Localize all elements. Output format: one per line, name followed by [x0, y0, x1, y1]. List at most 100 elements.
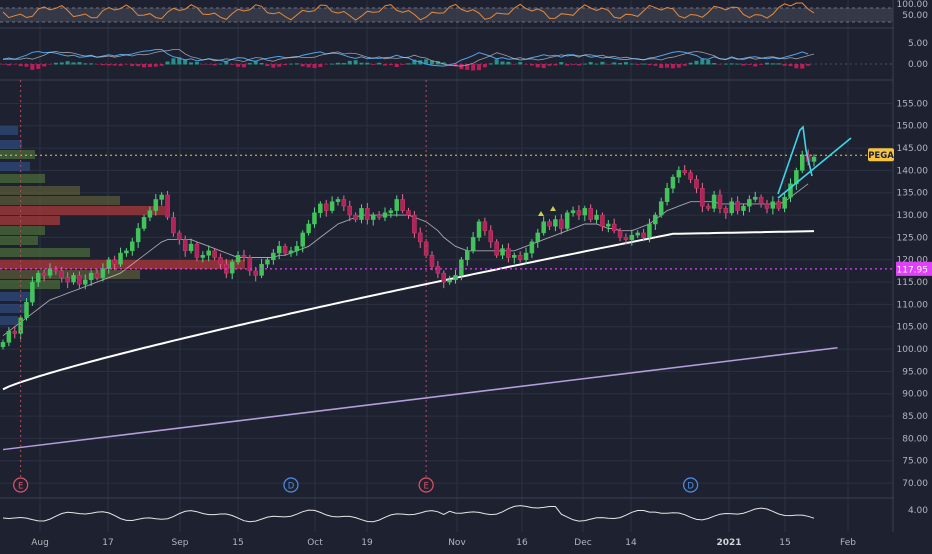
volume-profile — [0, 126, 245, 325]
price-tick-label: 130.00 — [897, 211, 929, 221]
candle-body — [453, 275, 458, 281]
macd-histogram-bar — [371, 64, 376, 65]
candle-body — [476, 221, 482, 238]
candle-body — [394, 199, 399, 211]
macd-histogram-bar — [500, 61, 505, 65]
macd-histogram-bar — [706, 59, 711, 65]
sma200-line — [2, 346, 838, 451]
candle-body — [36, 272, 41, 283]
macd-histogram-bar — [471, 64, 476, 71]
candle-body — [312, 212, 317, 225]
candle-body — [124, 250, 129, 254]
dividend-marker-label: D — [288, 482, 295, 492]
annotations — [0, 80, 893, 478]
volume-profile-row — [0, 162, 30, 171]
candle-body — [188, 243, 194, 252]
candle-body — [799, 154, 805, 171]
macd-histogram-bar — [330, 63, 335, 65]
macd-histogram-bar — [118, 64, 123, 66]
candle-body — [811, 156, 817, 162]
candle-body — [0, 342, 6, 348]
candle-body — [658, 201, 664, 216]
macd-histogram-bar — [59, 62, 64, 65]
oscillator-pane — [0, 2, 893, 23]
volume-profile-row — [0, 196, 120, 205]
macd-histogram-bar — [183, 59, 188, 65]
price-tick-label: 140.00 — [897, 166, 929, 176]
volume-profile-row — [0, 226, 45, 235]
candle-body — [300, 232, 305, 247]
price-tick-label: 70.00 — [902, 479, 928, 489]
candle-body — [494, 241, 499, 256]
candle-body — [688, 172, 693, 180]
candle-body — [382, 212, 388, 218]
candle-body — [576, 210, 582, 216]
candle-body — [729, 201, 734, 214]
macd-histogram-bar — [171, 58, 176, 65]
macd-histogram-bar — [712, 63, 717, 65]
price-tick-label: 115.00 — [897, 278, 929, 288]
macd-histogram-bar — [547, 64, 552, 66]
candle-body — [400, 199, 405, 211]
volume-profile-row — [0, 260, 245, 269]
candle-body — [376, 214, 382, 218]
macd-histogram-bar — [700, 58, 705, 65]
macd-histogram-bar — [406, 63, 411, 65]
macd-histogram-bar — [294, 63, 299, 65]
price-tick-label: 85.00 — [902, 412, 928, 422]
candle-body — [764, 203, 770, 209]
earnings-marker — [13, 477, 29, 493]
time-tick-label: 17 — [102, 538, 113, 548]
macd-histogram-bar — [694, 60, 699, 65]
macd-histogram-bar — [253, 61, 258, 65]
candle-body — [235, 255, 241, 263]
candle-body — [6, 330, 12, 343]
candle-body — [523, 252, 529, 260]
volume-profile-row — [0, 292, 35, 301]
bottom-indicator-pane — [2, 505, 815, 523]
macd-histogram-bar — [153, 64, 158, 67]
macd-histogram-bar — [18, 64, 23, 67]
volume-profile-row — [0, 186, 80, 195]
dividend-marker — [283, 477, 299, 493]
candle-body — [294, 246, 300, 252]
bottom-tick-label: 4.00 — [908, 506, 928, 516]
dividend-marker-label: D — [687, 482, 694, 492]
time-tick-label: Dec — [574, 538, 591, 548]
moving-averages — [2, 183, 838, 451]
candle-body — [71, 275, 76, 283]
candle-body — [441, 272, 447, 283]
macd-histogram-bar — [776, 63, 781, 65]
candle-body — [694, 179, 699, 189]
macd-histogram-bar — [306, 64, 311, 68]
candle-body — [388, 210, 394, 214]
oscillator-tick-label: 100.00 — [897, 0, 929, 10]
candle-body — [47, 268, 53, 276]
candle-body — [459, 259, 464, 276]
macd-histogram-bar — [529, 64, 534, 66]
candle-body — [782, 196, 787, 209]
candle-body — [370, 214, 376, 220]
price-tick-label: 75.00 — [902, 457, 928, 467]
candle-body — [406, 210, 411, 216]
candle-body — [752, 196, 758, 200]
volume-profile-row — [0, 126, 18, 135]
candle-body — [423, 241, 429, 256]
volume-profile-row — [0, 280, 60, 289]
macd-histogram-bar — [65, 61, 70, 65]
symbol-label: PEGA — [868, 151, 894, 161]
candle-body — [265, 259, 270, 265]
price-tick-label: 110.00 — [897, 300, 929, 310]
volume-profile-row — [0, 140, 22, 149]
candle-body — [418, 232, 423, 243]
macd-histogram-bar — [312, 64, 317, 68]
macd-histogram-bar — [130, 64, 135, 67]
bottom-indicator-line — [2, 505, 815, 523]
macd-histogram-bar — [753, 64, 758, 67]
candle-body — [30, 281, 35, 303]
price-tick-label: 100.00 — [897, 345, 929, 355]
macd-histogram-bar — [283, 64, 288, 66]
volume-profile-row — [0, 270, 140, 279]
